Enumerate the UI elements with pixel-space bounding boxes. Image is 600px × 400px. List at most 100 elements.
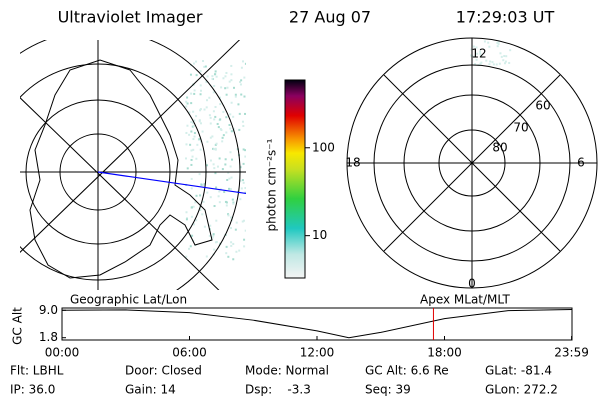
aurora-pixel	[224, 200, 227, 203]
aurora-pixel	[243, 245, 246, 248]
aurora-pixel	[473, 55, 476, 58]
aurora-pixel	[213, 73, 216, 76]
aurora-pixel	[211, 77, 214, 80]
aurora-pixel	[211, 236, 214, 239]
aurora-pixel	[185, 143, 188, 146]
aurora-pixel	[480, 54, 483, 57]
aurora-pixel	[237, 103, 240, 106]
aurora-pixel	[232, 258, 235, 261]
aurora-pixel	[186, 217, 189, 220]
aurora-pixel	[186, 167, 189, 170]
aurora-pixel	[226, 86, 229, 89]
aurora-pixel	[230, 216, 233, 219]
aurora-pixel	[211, 75, 214, 78]
aurora-pixel	[244, 149, 246, 152]
aurora-pixel	[239, 83, 242, 86]
aurora-pixel	[475, 58, 478, 61]
aurora-pixel	[226, 178, 229, 181]
time: 17:29:03 UT	[456, 8, 555, 27]
status-field: Door: Closed	[125, 364, 202, 378]
aurora-pixel	[189, 143, 192, 146]
aurora-pixel	[217, 126, 220, 129]
aurora-pixel	[232, 115, 235, 118]
x-tick-label: 00:00	[45, 346, 80, 360]
aurora-pixel	[235, 250, 238, 253]
aurora-pixel	[472, 45, 475, 48]
aurora-pixel	[203, 65, 206, 68]
aurora-pixel	[192, 122, 195, 125]
aurora-pixel	[185, 131, 188, 134]
aurora-pixel	[199, 70, 202, 73]
aurora-pixel	[480, 61, 483, 64]
aurora-pixel	[221, 168, 224, 171]
aurora-pixel	[212, 234, 215, 237]
aurora-pixel	[199, 93, 202, 96]
aurora-pixel	[199, 148, 202, 151]
mlt-label: 12	[471, 47, 486, 61]
aurora-pixel	[199, 84, 202, 87]
colorbar-tick-label: 10	[312, 228, 327, 242]
aurora-pixel	[239, 198, 242, 201]
aurora-pixel	[192, 138, 195, 141]
aurora-pixel	[224, 87, 227, 90]
aurora-pixel	[186, 102, 189, 105]
aurora-pixel	[496, 45, 499, 48]
aurora-pixel	[190, 121, 193, 124]
aurora-pixel	[229, 113, 232, 116]
altitude-curve	[61, 309, 573, 339]
y-tick-label: 1.8	[39, 330, 58, 344]
aurora-pixel	[193, 135, 196, 138]
aurora-pixel	[219, 103, 222, 106]
aurora-pixel	[214, 148, 217, 151]
aurora-pixel	[215, 219, 218, 222]
aurora-pixel	[200, 140, 203, 143]
aurora-pixel	[225, 252, 228, 255]
mlt-label: 18	[345, 156, 360, 170]
aurora-pixel	[238, 128, 241, 131]
aurora-pixel	[235, 221, 238, 224]
aurora-pixel	[227, 255, 230, 258]
mlt-label: 0	[468, 277, 476, 291]
aurora-pixel	[188, 247, 191, 250]
aurora-pixel	[231, 198, 234, 201]
aurora-pixel	[199, 194, 202, 197]
aurora-pixel	[209, 159, 212, 162]
aurora-pixel	[205, 255, 208, 258]
aurora-pixel	[238, 249, 241, 252]
status-field: Seq: 39	[365, 383, 411, 397]
aurora-pixel	[206, 75, 209, 78]
aurora-pixel	[199, 109, 202, 112]
aurora-pixel	[230, 227, 233, 230]
aurora-pixel	[202, 183, 205, 186]
aurora-pixel	[212, 147, 215, 150]
aurora-pixel	[232, 201, 235, 204]
aurora-pixel	[242, 162, 245, 165]
aurora-pixel	[213, 167, 216, 170]
aurora-pixel	[206, 140, 209, 143]
aurora-pixel	[475, 46, 478, 49]
aurora-pixel	[244, 62, 246, 65]
aurora-pixel	[218, 190, 221, 193]
aurora-pixel	[212, 110, 215, 113]
aurora-pixel	[488, 45, 491, 48]
aurora-pixel	[198, 173, 201, 176]
aurora-pixel	[238, 112, 241, 115]
aurora-pixel	[218, 201, 221, 204]
aurora-pixel	[190, 206, 193, 209]
aurora-pixel	[193, 119, 196, 122]
lat-label: 80	[492, 141, 507, 155]
aurora-pixel	[192, 125, 195, 128]
aurora-pixel	[230, 101, 233, 104]
aurora-pixel	[191, 234, 194, 237]
aurora-pixel	[479, 50, 482, 53]
aurora-pixel	[222, 110, 225, 113]
aurora-pixel	[202, 60, 205, 63]
aurora-pixel	[500, 55, 503, 58]
aurora-pixel	[203, 108, 206, 111]
aurora-pixel	[479, 62, 482, 65]
aurora-pixel	[244, 155, 246, 158]
aurora-pixel	[213, 118, 216, 121]
aurora-pixel	[229, 188, 232, 191]
aurora-pixel	[497, 42, 500, 45]
aurora-pixel	[208, 234, 211, 237]
